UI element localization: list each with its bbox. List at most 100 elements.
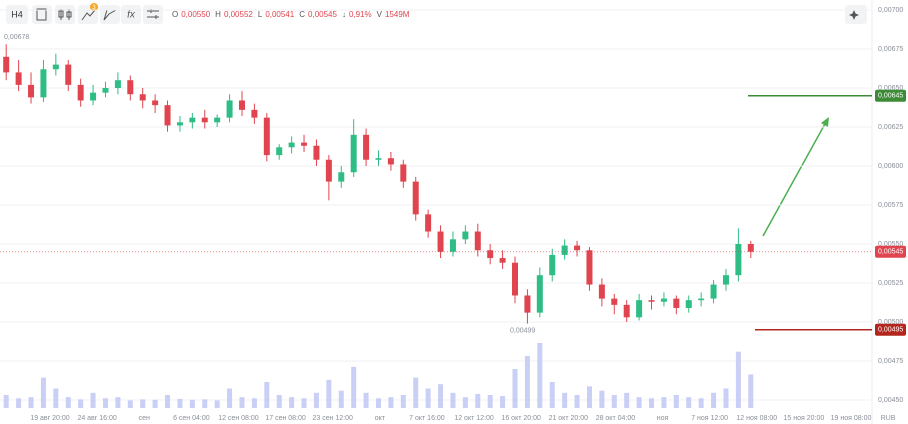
volume-bar	[599, 390, 605, 408]
candle-body	[586, 250, 593, 285]
volume-bar	[313, 392, 319, 408]
y-tick-label: 0,00550	[878, 241, 903, 248]
candle-body	[636, 300, 643, 318]
ohlc-value: 1549M	[385, 10, 410, 19]
volume-bar	[574, 395, 580, 408]
arrow	[762, 121, 827, 237]
candle-body	[574, 245, 581, 251]
icon	[81, 9, 96, 21]
volume-bar	[338, 390, 344, 408]
volume-bar	[723, 388, 729, 408]
volume-bar	[351, 366, 357, 408]
x-tick-label: 19 ноя 08:00	[831, 415, 872, 422]
volume-bar	[28, 397, 34, 408]
level-label: 0,00495	[878, 327, 903, 334]
candle-body	[524, 295, 531, 313]
volume-bar	[326, 379, 332, 408]
price-annotation: 0,00678	[4, 34, 29, 41]
volume-bar	[661, 397, 667, 408]
candle-body	[474, 231, 481, 251]
volume-bar	[487, 395, 493, 408]
candle-body	[735, 244, 742, 276]
volume-bar	[363, 392, 369, 408]
settings-button[interactable]	[143, 5, 163, 24]
shape-button[interactable]	[100, 5, 120, 24]
volume-bar	[53, 388, 59, 408]
candle-body	[487, 250, 494, 259]
candle-body	[176, 122, 183, 126]
candle-body	[114, 80, 121, 88]
x-tick-label: 17 сен 08:00	[265, 415, 306, 422]
indicator-button[interactable]	[32, 5, 52, 24]
candle-body	[40, 69, 47, 98]
volume-bar	[251, 398, 257, 408]
candles-button[interactable]	[55, 5, 75, 24]
icon	[147, 9, 159, 19]
volume-bar	[673, 395, 679, 408]
candle-body	[499, 258, 506, 263]
badge-count: 3	[92, 5, 96, 11]
x-tick-label: 6 сен 04:00	[173, 415, 210, 422]
candle-body	[338, 172, 345, 182]
level-label: 0,00645	[878, 93, 903, 100]
volume-bar	[177, 398, 183, 408]
candle-body	[226, 100, 233, 118]
ohlc-value: 0,00541	[265, 10, 294, 19]
x-tick-label: 28 окт 04:00	[596, 415, 636, 422]
volume-bar	[40, 377, 46, 408]
volume-bar	[90, 392, 96, 408]
candle-body	[375, 158, 382, 160]
x-tick-label: 12 окт 12:00	[454, 415, 494, 422]
volume-bar	[500, 396, 506, 408]
volume-bar	[214, 400, 220, 408]
candle-body	[549, 254, 556, 276]
ohlc-key: O	[172, 10, 178, 19]
icon	[58, 9, 72, 20]
arrow-head	[821, 117, 829, 127]
candle-body	[660, 298, 667, 302]
volume-bar	[624, 392, 630, 408]
volume-bar	[202, 399, 208, 408]
icon	[36, 8, 47, 21]
x-tick-label: сен	[139, 415, 150, 422]
volume-bar	[586, 386, 592, 408]
ohlc-value: 0,00545	[308, 10, 337, 19]
candle-body	[561, 245, 568, 255]
volume-bar	[189, 399, 195, 408]
candle-body	[598, 284, 605, 299]
volume-bar	[686, 397, 692, 408]
volume-bar	[475, 393, 481, 408]
volume-bar	[376, 398, 381, 408]
y-tick-label: 0,00650	[878, 85, 903, 92]
candle-body	[90, 92, 97, 101]
candle-body	[65, 64, 72, 85]
ohlc-key: H	[215, 10, 221, 19]
volume-bar	[127, 400, 133, 408]
y-tick-label: 0,00500	[878, 319, 903, 326]
candle-body	[648, 300, 655, 302]
volume-bar	[537, 343, 543, 408]
y-tick-label: 0,00450	[878, 397, 903, 404]
volume-bar	[636, 397, 642, 408]
candle-body	[512, 262, 519, 296]
x-tick-label: 16 окт 20:00	[501, 415, 541, 422]
candle-body	[449, 239, 456, 252]
ohlc-value: 0,00552	[224, 10, 253, 19]
volume-bar	[549, 382, 555, 408]
volume-bar	[711, 392, 717, 408]
candle-body	[201, 117, 208, 123]
badge	[90, 3, 98, 11]
volume-bar	[524, 356, 530, 408]
x-tick-label: 15 ноя 20:00	[784, 415, 825, 422]
volume-bar	[425, 388, 431, 408]
candle-body	[611, 298, 618, 305]
ohlc-value: 0,00550	[181, 10, 210, 19]
candle-body	[685, 300, 692, 308]
volume-bar	[301, 398, 307, 408]
level-box	[875, 89, 906, 102]
volume-bar	[388, 397, 394, 408]
volume-bar	[276, 395, 282, 408]
current-price-label: 0,00545	[878, 249, 903, 256]
volume-bar	[698, 398, 704, 408]
